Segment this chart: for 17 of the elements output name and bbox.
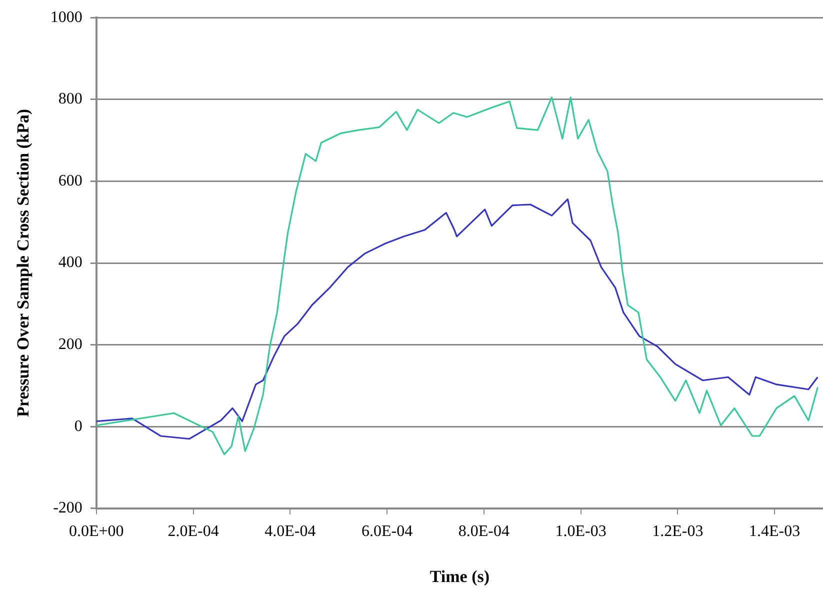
y-axis-title: Pressure Over Sample Cross Section (kPa): [14, 108, 33, 418]
y-tick-label: 600: [58, 172, 82, 190]
x-tick-label: 0.0E+00: [69, 523, 124, 540]
y-tick-label: 200: [58, 336, 82, 354]
y-tick-label: 1000: [50, 8, 82, 26]
x-tick-label: 4.0E-04: [264, 523, 316, 540]
x-tick-label: 1.4E-03: [749, 523, 800, 540]
x-tick-label: 1.2E-03: [652, 523, 704, 540]
x-axis-title: Time (s): [430, 567, 490, 586]
x-tick-label: 8.0E-04: [458, 523, 510, 540]
y-tick-label: 800: [58, 90, 82, 108]
y-tick-label: -200: [53, 500, 82, 517]
y-tick-label: 0: [74, 418, 82, 435]
y-tick-label: 400: [58, 254, 82, 272]
x-tick-label: 2.0E-04: [168, 523, 219, 540]
x-tick-label: 6.0E-04: [361, 523, 413, 540]
x-tick-label: 1.0E-03: [555, 523, 606, 540]
